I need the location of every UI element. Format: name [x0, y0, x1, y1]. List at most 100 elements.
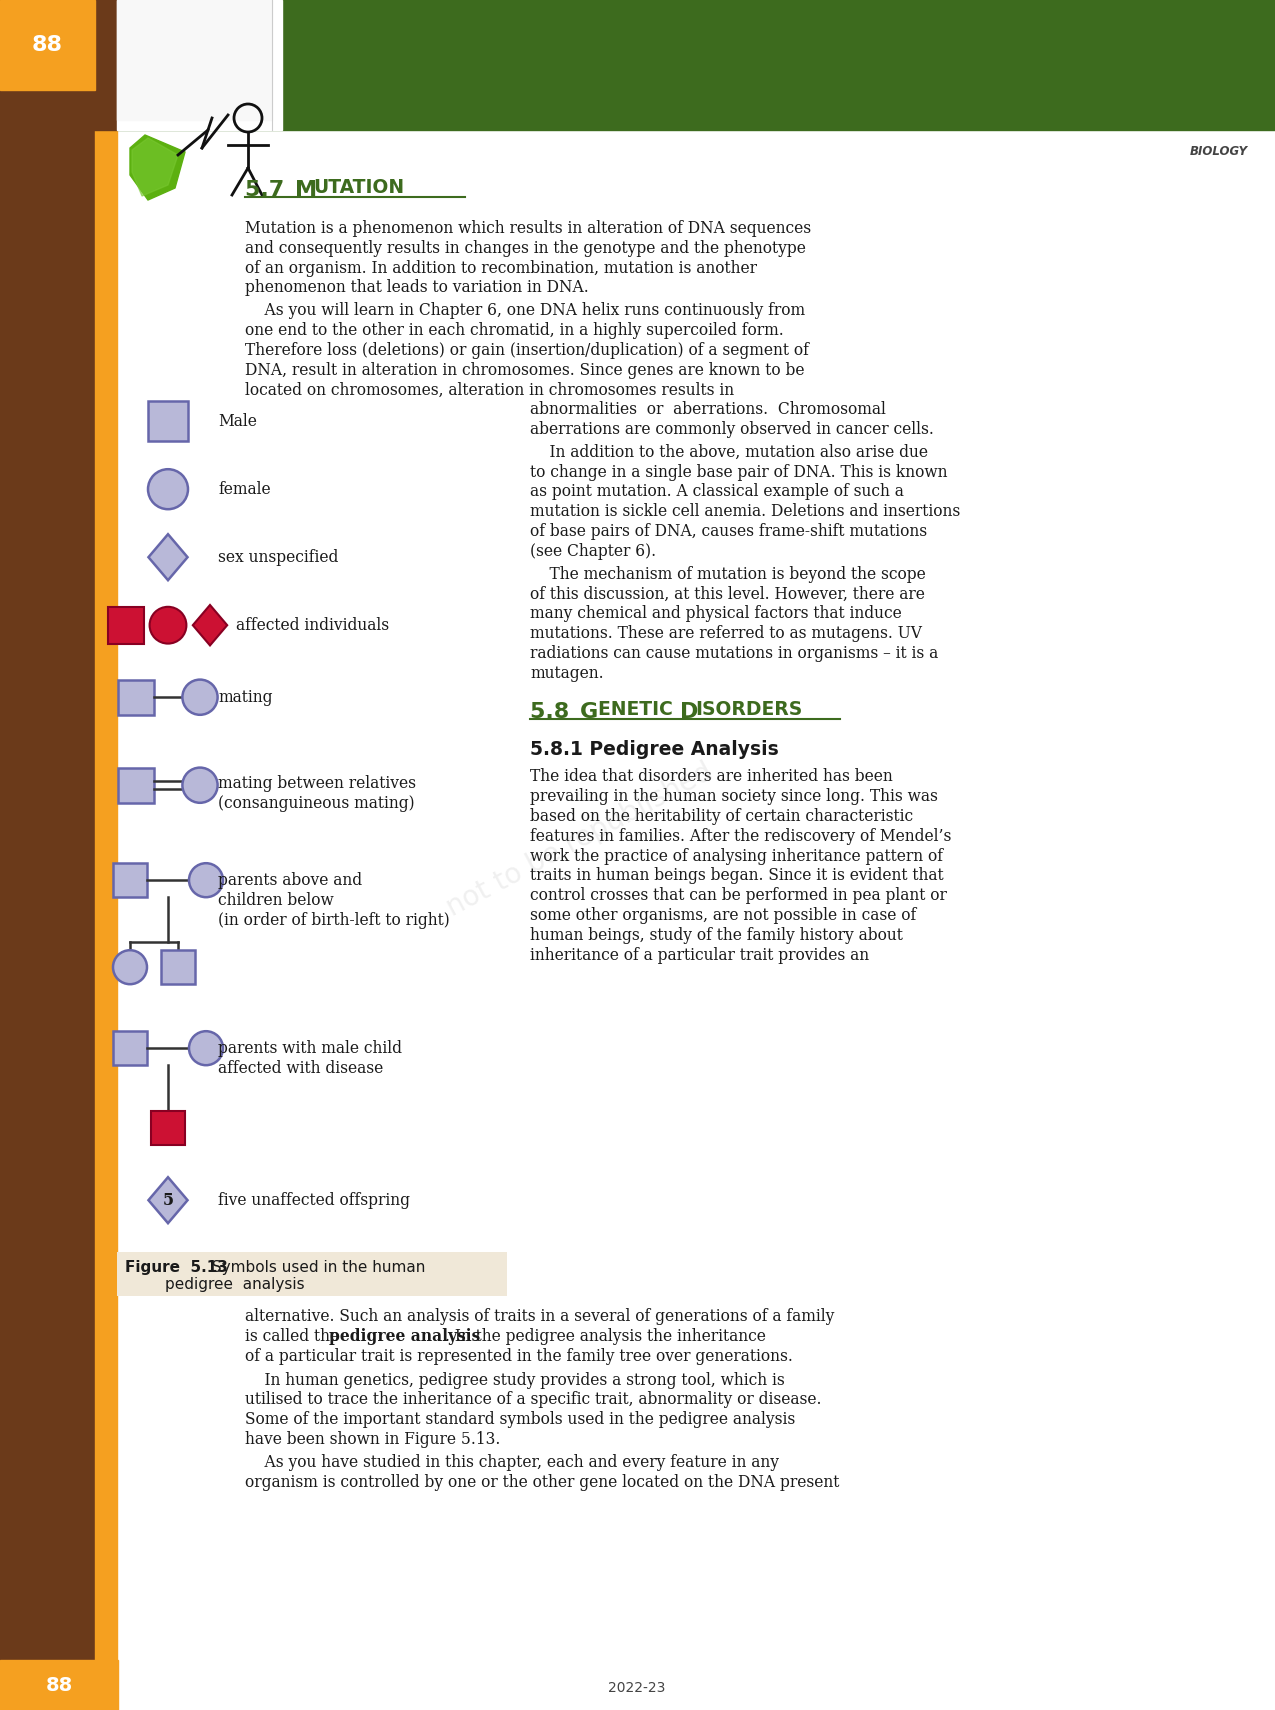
Text: As you will learn in Chapter 6, one DNA helix runs continuously from: As you will learn in Chapter 6, one DNA …: [245, 303, 805, 320]
Text: Mutation is a phenomenon which results in alteration of DNA sequences: Mutation is a phenomenon which results i…: [245, 221, 811, 238]
Text: 5.7: 5.7: [245, 180, 292, 200]
Text: of this discussion, at this level. However, there are: of this discussion, at this level. Howev…: [530, 585, 924, 602]
Circle shape: [189, 864, 223, 898]
Text: is called the: is called the: [245, 1329, 344, 1346]
Text: Male: Male: [218, 412, 256, 429]
Text: mating between relatives: mating between relatives: [218, 775, 416, 792]
Text: (consanguineous mating): (consanguineous mating): [218, 795, 414, 812]
Text: children below: children below: [218, 893, 334, 910]
Text: 88: 88: [46, 1676, 73, 1695]
Bar: [113, 864, 147, 898]
Text: 5.8.1 Pedigree Analysis: 5.8.1 Pedigree Analysis: [530, 740, 779, 759]
Circle shape: [149, 607, 186, 643]
Text: (in order of birth-left to right): (in order of birth-left to right): [218, 911, 450, 929]
Text: parents with male child: parents with male child: [218, 1040, 402, 1057]
Text: Some of the important standard symbols used in the pedigree analysis: Some of the important standard symbols u…: [245, 1411, 796, 1428]
Text: traits in human beings began. Since it is evident that: traits in human beings began. Since it i…: [530, 867, 944, 884]
Text: Figure  5.13: Figure 5.13: [125, 1260, 228, 1276]
Text: of an organism. In addition to recombination, mutation is another: of an organism. In addition to recombina…: [245, 260, 757, 277]
Text: utilised to trace the inheritance of a specific trait, abnormality or disease.: utilised to trace the inheritance of a s…: [245, 1392, 821, 1409]
Text: and consequently results in changes in the genotype and the phenotype: and consequently results in changes in t…: [245, 239, 806, 256]
Bar: [150, 1112, 185, 1146]
Text: UTATION: UTATION: [312, 178, 404, 197]
Bar: [119, 768, 153, 802]
Text: one end to the other in each chromatid, in a highly supercoiled form.: one end to the other in each chromatid, …: [245, 321, 784, 339]
Text: Symbols used in the human: Symbols used in the human: [207, 1260, 426, 1276]
Bar: [0, 1660, 119, 1710]
Bar: [148, 402, 187, 441]
Text: In human genetics, pedigree study provides a strong tool, which is: In human genetics, pedigree study provid…: [245, 1371, 784, 1389]
Bar: [0, 0, 96, 1710]
Text: G: G: [580, 703, 598, 722]
Text: As you have studied in this chapter, each and every feature in any: As you have studied in this chapter, eac…: [245, 1454, 779, 1471]
Bar: [161, 951, 195, 985]
Text: Therefore loss (deletions) or gain (insertion/duplication) of a segment of: Therefore loss (deletions) or gain (inse…: [245, 342, 808, 359]
Text: 5.8: 5.8: [530, 703, 578, 722]
Text: female: female: [218, 481, 270, 498]
Bar: [96, 0, 117, 1710]
Text: prevailing in the human society since long. This was: prevailing in the human society since lo…: [530, 788, 938, 805]
Bar: [107, 607, 144, 643]
Text: The mechanism of mutation is beyond the scope: The mechanism of mutation is beyond the …: [530, 566, 926, 583]
Text: mutation is sickle cell anemia. Deletions and insertions: mutation is sickle cell anemia. Deletion…: [530, 503, 960, 520]
Bar: [117, 0, 282, 130]
Text: . In the pedigree analysis the inheritance: . In the pedigree analysis the inheritan…: [445, 1329, 765, 1346]
Circle shape: [182, 768, 218, 802]
Text: sex unspecified: sex unspecified: [218, 549, 338, 566]
Text: based on the heritability of certain characteristic: based on the heritability of certain cha…: [530, 809, 913, 824]
Text: DNA, result in alteration in chromosomes. Since genes are known to be: DNA, result in alteration in chromosomes…: [245, 361, 805, 378]
Text: work the practice of analysing inheritance pattern of: work the practice of analysing inheritan…: [530, 848, 944, 865]
Text: have been shown in Figure 5.13.: have been shown in Figure 5.13.: [245, 1431, 500, 1448]
Text: abnormalities  or  aberrations.  Chromosomal: abnormalities or aberrations. Chromosoma…: [530, 402, 886, 419]
Bar: [0, 0, 96, 91]
Bar: [117, 0, 1275, 130]
Text: mutations. These are referred to as mutagens. UV: mutations. These are referred to as muta…: [530, 624, 922, 641]
Polygon shape: [193, 605, 227, 645]
Text: features in families. After the rediscovery of Mendel’s: features in families. After the rediscov…: [530, 828, 951, 845]
Text: 2022-23: 2022-23: [608, 1681, 666, 1695]
Text: mating: mating: [218, 689, 273, 706]
Text: control crosses that can be performed in pea plant or: control crosses that can be performed in…: [530, 887, 947, 905]
Text: alternative. Such an analysis of traits in a several of generations of a family: alternative. Such an analysis of traits …: [245, 1308, 834, 1325]
Text: (see Chapter 6).: (see Chapter 6).: [530, 542, 657, 559]
Text: some other organisms, are not possible in case of: some other organisms, are not possible i…: [530, 906, 917, 923]
Circle shape: [148, 469, 187, 510]
Text: The idea that disorders are inherited has been: The idea that disorders are inherited ha…: [530, 768, 892, 785]
Text: aberrations are commonly observed in cancer cells.: aberrations are commonly observed in can…: [530, 421, 933, 438]
Text: mutagen.: mutagen.: [530, 665, 603, 682]
Bar: [117, 0, 272, 120]
Text: ENETIC: ENETIC: [598, 701, 680, 720]
Text: inheritance of a particular trait provides an: inheritance of a particular trait provid…: [530, 947, 870, 964]
Text: 88: 88: [32, 34, 62, 55]
Text: human beings, study of the family history about: human beings, study of the family histor…: [530, 927, 903, 944]
Text: phenomenon that leads to variation in DNA.: phenomenon that leads to variation in DN…: [245, 279, 589, 296]
Text: as point mutation. A classical example of such a: as point mutation. A classical example o…: [530, 484, 904, 501]
Circle shape: [189, 1031, 223, 1065]
Polygon shape: [148, 1176, 187, 1223]
Text: five unaffected offspring: five unaffected offspring: [218, 1192, 411, 1209]
Text: not to be republished: not to be republished: [442, 758, 718, 922]
Polygon shape: [133, 139, 178, 197]
Text: many chemical and physical factors that induce: many chemical and physical factors that …: [530, 605, 901, 622]
Text: BIOLOGY: BIOLOGY: [1190, 145, 1248, 157]
Text: of a particular trait is represented in the family tree over generations.: of a particular trait is represented in …: [245, 1347, 793, 1365]
Text: In addition to the above, mutation also arise due: In addition to the above, mutation also …: [530, 445, 928, 460]
Text: pedigree analysis: pedigree analysis: [329, 1329, 481, 1346]
Bar: [117, 1252, 507, 1296]
Text: to change in a single base pair of DNA. This is known: to change in a single base pair of DNA. …: [530, 463, 947, 481]
Circle shape: [182, 679, 218, 715]
Text: 5: 5: [162, 1192, 173, 1209]
Bar: [119, 679, 153, 715]
Text: D: D: [680, 703, 699, 722]
Bar: [113, 1031, 147, 1065]
Text: parents above and: parents above and: [218, 872, 362, 889]
Circle shape: [113, 951, 147, 985]
Polygon shape: [130, 135, 185, 200]
Text: ISORDERS: ISORDERS: [695, 701, 802, 720]
Bar: [0, 0, 117, 130]
Polygon shape: [148, 534, 187, 580]
Text: pedigree  analysis: pedigree analysis: [164, 1277, 305, 1293]
Text: radiations can cause mutations in organisms – it is a: radiations can cause mutations in organi…: [530, 645, 938, 662]
Text: located on chromosomes, alteration in chromosomes results in: located on chromosomes, alteration in ch…: [245, 381, 734, 398]
Text: M: M: [295, 180, 317, 200]
